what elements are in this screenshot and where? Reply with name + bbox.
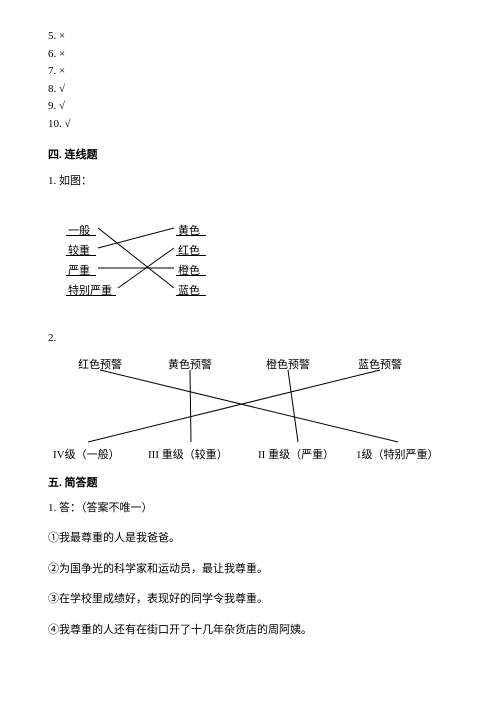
answer-line: ④我尊重的人还有在街口开了十几年杂货店的周阿姨。 <box>48 622 452 639</box>
q1-prefix: 1. 答：（答案不唯一） <box>48 500 452 517</box>
diagram2-bottom-label: III 重级（较重） <box>148 446 228 462</box>
matching-diagram-2: 红色预警 黄色预警 橙色预警 蓝色预警 IV级（一般） III 重级（较重） II 重级（严… <box>48 352 448 462</box>
label-underline <box>176 295 206 296</box>
answer-line: ③在学校里成绩好，表现好的同学令我尊重。 <box>48 591 452 608</box>
answer-line: ①我最尊重的人是我爸爸。 <box>48 530 452 547</box>
label-underline <box>66 295 116 296</box>
answer-item: 5. × <box>48 28 452 46</box>
answer-mark: × <box>59 48 65 60</box>
label-underline <box>66 255 96 256</box>
answer-mark: √ <box>65 118 71 130</box>
answer-item: 10. √ <box>48 116 452 134</box>
q1-label: 1. 如图： <box>48 172 452 188</box>
answer-item: 8. √ <box>48 81 452 99</box>
answer-item: 7. × <box>48 63 452 81</box>
answer-mark: × <box>59 65 65 77</box>
diagram2-top-label: 黄色预警 <box>168 356 212 372</box>
section4-heading: 四. 连线题 <box>48 146 452 162</box>
short-answer-block: 1. 答：（答案不唯一） ①我最尊重的人是我爸爸。 ②为国争光的科学家和运动员，… <box>48 500 452 639</box>
answer-num: 9. <box>48 100 56 112</box>
answer-item: 6. × <box>48 46 452 64</box>
diagram2-top-label: 橙色预警 <box>266 356 310 372</box>
answer-mark: √ <box>59 100 65 112</box>
answer-num: 10. <box>48 118 62 130</box>
answer-num: 8. <box>48 83 56 95</box>
q2-label: 2. <box>48 332 452 344</box>
label-underline <box>66 235 96 236</box>
section5-heading: 五. 简答题 <box>48 474 452 490</box>
label-underline <box>176 255 206 256</box>
answer-num: 7. <box>48 65 56 77</box>
diagram2-bottom-label: 1级（特别严重） <box>356 446 439 462</box>
label-underline <box>66 275 96 276</box>
label-underline <box>176 275 206 276</box>
diagram2-top-label: 蓝色预警 <box>358 356 402 372</box>
answer-line: ②为国争光的科学家和运动员，最让我尊重。 <box>48 561 452 578</box>
diagram2-bottom-label: II 重级（严重） <box>258 446 334 462</box>
answer-num: 5. <box>48 30 56 42</box>
answer-mark: × <box>59 30 65 42</box>
diagram2-top-label: 红色预警 <box>78 356 122 372</box>
matching-diagram-1: 一般较重严重特别严重黄色红色橙色蓝色 <box>48 214 268 314</box>
answer-num: 6. <box>48 48 56 60</box>
diagram2-bottom-label: IV级（一般） <box>53 446 120 462</box>
answer-mark: √ <box>59 83 65 95</box>
label-underline <box>176 235 206 236</box>
answer-item: 9. √ <box>48 98 452 116</box>
tf-answer-list: 5. × 6. × 7. × 8. √ 9. √ 10. √ <box>48 28 452 134</box>
